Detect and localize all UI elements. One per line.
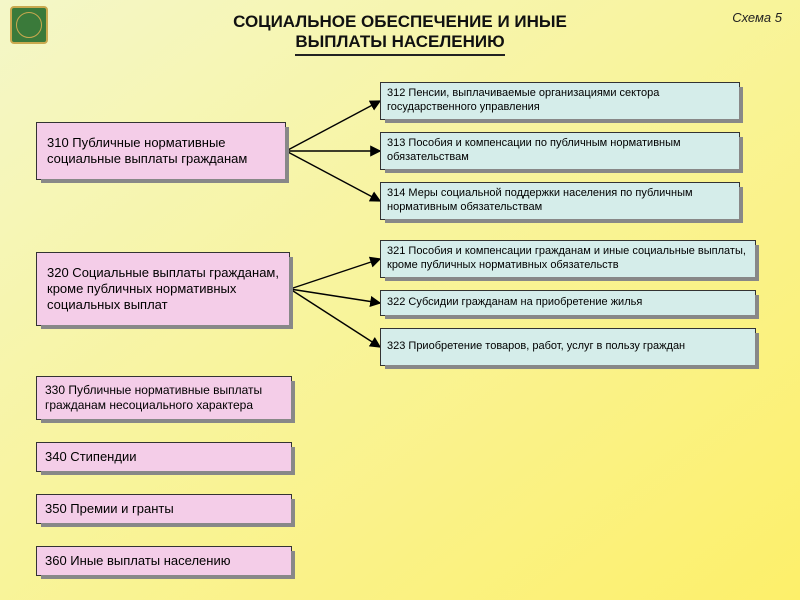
right-box-313: 313 Пособия и компенсации по публичным н… [380,132,740,170]
left-box-350: 350 Премии и гранты [36,494,292,524]
left-box-340: 340 Стипендии [36,442,292,472]
right-box-label-312: 312 Пенсии, выплачиваемые организациями … [381,83,739,119]
right-box-label-323: 323 Приобретение товаров, работ, услуг в… [381,329,755,365]
scheme-label: Схема 5 [732,10,782,25]
title-line2: ВЫПЛАТЫ НАСЕЛЕНИЮ [295,32,504,56]
title-line1: СОЦИАЛЬНОЕ ОБЕСПЕЧЕНИЕ И ИНЫЕ [233,12,567,31]
left-box-label-350: 350 Премии и гранты [37,495,291,523]
right-box-321: 321 Пособия и компенсации гражданам и ин… [380,240,756,278]
left-box-330: 330 Публичные нормативные выплаты гражда… [36,376,292,420]
left-box-label-340: 340 Стипендии [37,443,291,471]
right-box-314: 314 Меры социальной поддержки населения … [380,182,740,220]
right-box-label-322: 322 Субсидии гражданам на приобретение ж… [381,291,755,315]
left-box-360: 360 Иные выплаты населению [36,546,292,576]
right-box-323: 323 Приобретение товаров, работ, услуг в… [380,328,756,366]
emblem-icon [10,6,48,44]
left-box-320: 320 Социальные выплаты гражданам, кроме … [36,252,290,326]
left-box-label-320: 320 Социальные выплаты гражданам, кроме … [37,253,289,325]
left-box-label-330: 330 Публичные нормативные выплаты гражда… [37,377,291,419]
page-title: СОЦИАЛЬНОЕ ОБЕСПЕЧЕНИЕ И ИНЫЕ ВЫПЛАТЫ НА… [150,12,650,56]
right-box-label-313: 313 Пособия и компенсации по публичным н… [381,133,739,169]
right-box-label-314: 314 Меры социальной поддержки населения … [381,183,739,219]
right-box-312: 312 Пенсии, выплачиваемые организациями … [380,82,740,120]
right-box-label-321: 321 Пособия и компенсации гражданам и ин… [381,241,755,277]
right-box-322: 322 Субсидии гражданам на приобретение ж… [380,290,756,316]
left-box-label-360: 360 Иные выплаты населению [37,547,291,575]
left-box-label-310: 310 Публичные нормативные социальные вып… [37,123,285,179]
left-box-310: 310 Публичные нормативные социальные вып… [36,122,286,180]
